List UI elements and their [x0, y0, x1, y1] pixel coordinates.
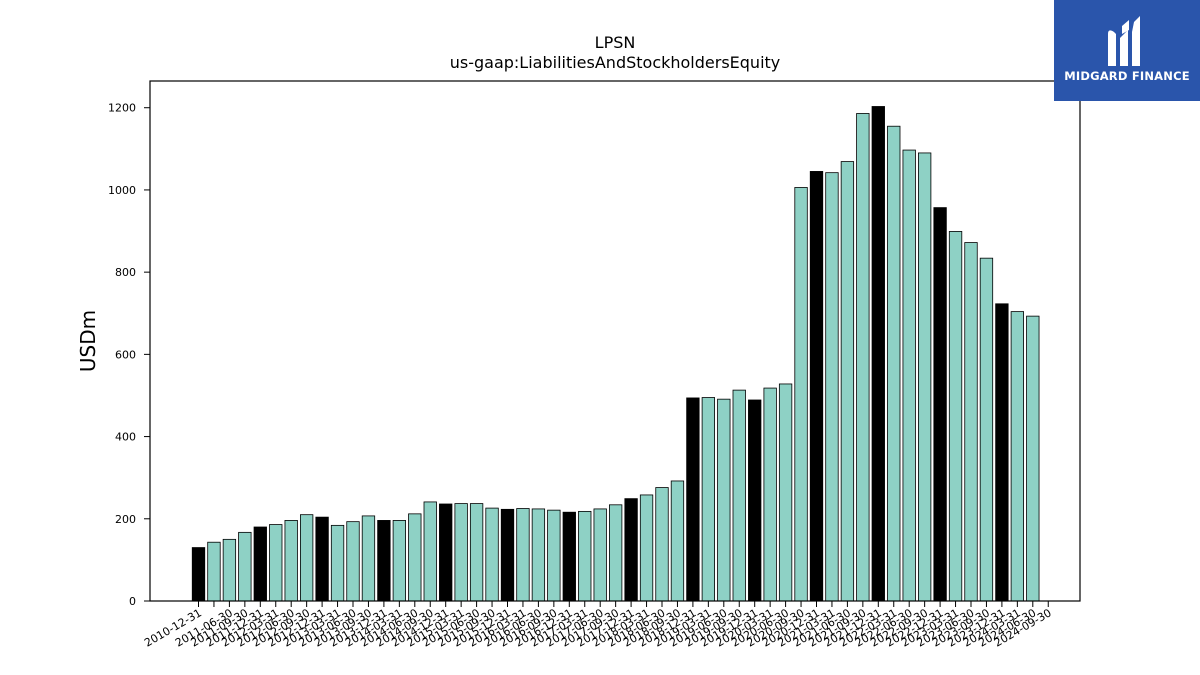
- bar-2013-06-30: [346, 521, 360, 602]
- bar-2015-09-30: [485, 507, 499, 602]
- bar-2018-12-31: [686, 397, 700, 602]
- bar-2010-12-31: [191, 547, 206, 602]
- bar-2021-09-30: [856, 113, 870, 602]
- bar-2022-12-31: [933, 207, 947, 602]
- bar-2017-06-30: [593, 508, 607, 602]
- bars-group: [191, 106, 1040, 602]
- bar-2022-06-30: [902, 149, 916, 602]
- bar-2013-12-31: [377, 520, 391, 602]
- bar-2021-12-31: [871, 106, 885, 602]
- bar-2012-12-31: [315, 516, 329, 602]
- bar-2022-09-30: [918, 152, 932, 602]
- bar-2018-09-30: [670, 480, 685, 602]
- bar-2020-06-30: [778, 383, 793, 602]
- bar-2014-06-30: [408, 513, 422, 602]
- bar-2015-12-31: [500, 508, 515, 602]
- bar-2023-06-30: [964, 242, 978, 602]
- logo-text: MIDGARD FINANCE: [1064, 69, 1190, 83]
- bar-2016-03-31: [516, 508, 530, 602]
- y-axis-label: USDm: [76, 310, 100, 372]
- bar-2012-03-31: [269, 524, 283, 602]
- bar-2024-06-30: [1026, 315, 1040, 602]
- bar-2020-09-30: [794, 187, 808, 602]
- bar-2023-12-31: [995, 303, 1009, 602]
- bar-2023-09-30: [979, 257, 994, 602]
- bar-2014-03-31: [392, 520, 407, 602]
- bar-2011-06-30: [222, 538, 237, 602]
- bar-2012-09-30: [299, 514, 314, 602]
- bar-2017-03-31: [578, 510, 592, 602]
- y-tick-label: 0: [129, 595, 136, 608]
- bar-2013-03-31: [330, 524, 345, 602]
- bar-2011-03-31: [207, 541, 221, 602]
- bar-2022-03-31: [887, 125, 901, 602]
- bar-2013-09-30: [361, 515, 376, 602]
- bar-2020-12-31: [809, 171, 824, 602]
- midgard-m-icon: [1108, 16, 1140, 66]
- bar-2019-12-31: [748, 399, 762, 602]
- x-axis: 2010-12-312011-06-302011-09-302011-12-31…: [142, 601, 1054, 650]
- bar-2019-09-30: [732, 389, 746, 602]
- bar-2019-06-30: [717, 398, 731, 602]
- bar-2015-06-30: [469, 503, 484, 602]
- bar-2023-03-31: [948, 231, 963, 602]
- y-tick-label: 1000: [108, 184, 136, 197]
- chart-subtitle: us-gaap:LiabilitiesAndStockholdersEquity: [450, 53, 781, 72]
- y-tick-label: 200: [115, 513, 136, 526]
- bar-2024-03-31: [1010, 311, 1024, 602]
- y-tick-label: 1200: [108, 102, 136, 115]
- y-tick-label: 600: [115, 348, 136, 361]
- bar-2011-12-31: [253, 526, 267, 602]
- bar-2017-12-31: [624, 498, 638, 602]
- bar-2016-06-30: [531, 508, 546, 602]
- bar-2016-09-30: [547, 509, 561, 602]
- midgard-finance-logo: MIDGARD FINANCE: [1054, 0, 1200, 101]
- bar-2018-03-31: [639, 494, 654, 602]
- bar-2021-03-31: [825, 172, 839, 602]
- y-tick-label: 800: [115, 266, 136, 279]
- bar-2014-09-30: [423, 501, 437, 602]
- y-axis: 0 200 400 600 800 1000 1200: [108, 102, 150, 608]
- bar-2011-09-30: [238, 531, 252, 602]
- bar-2020-03-31: [763, 387, 777, 602]
- bar-2018-06-30: [655, 487, 669, 602]
- chart-title: LPSN: [595, 33, 636, 52]
- bar-2016-12-31: [562, 511, 576, 602]
- bar-2015-03-31: [454, 503, 468, 602]
- bar-2014-12-31: [439, 503, 453, 602]
- y-tick-label: 400: [115, 431, 136, 444]
- bar-2017-09-30: [609, 504, 623, 602]
- bar-2019-03-31: [701, 397, 715, 602]
- bar-2012-06-30: [284, 520, 298, 602]
- plot-frame: [149, 80, 1081, 602]
- bar-2021-06-30: [840, 161, 855, 602]
